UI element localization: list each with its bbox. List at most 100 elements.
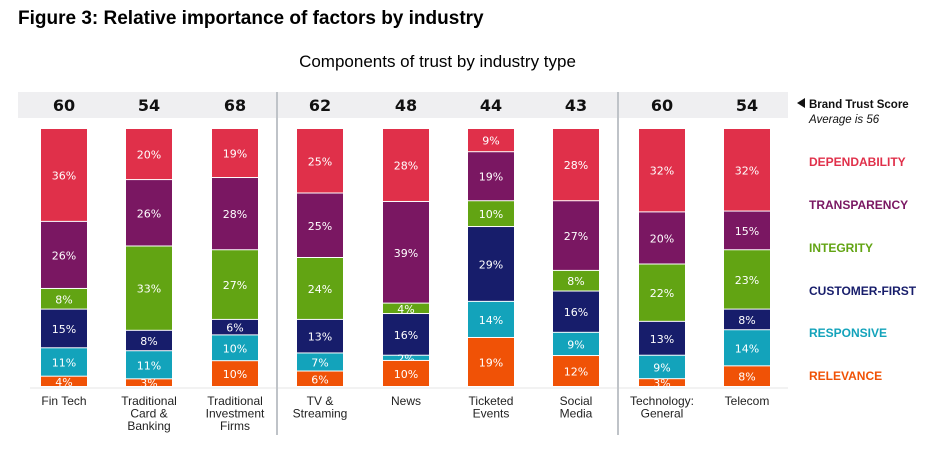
bar-segment: [383, 355, 429, 360]
data-label: 15%: [735, 225, 759, 238]
data-label: 10%: [479, 208, 503, 221]
bar-segment: [468, 152, 514, 201]
category-label: Investment: [206, 407, 265, 421]
bar-segment: [126, 351, 172, 379]
category-label: Events: [473, 407, 510, 421]
data-label: 19%: [479, 171, 503, 184]
bar-segment: [41, 348, 87, 376]
brand-trust-score: 60: [53, 96, 75, 115]
data-label: 27%: [223, 279, 247, 292]
data-label: 11%: [52, 356, 76, 369]
bar-segment: [639, 379, 685, 386]
data-label: 13%: [308, 331, 332, 344]
chart-title: Components of trust by industry type: [299, 52, 576, 71]
category-label: Technology:: [630, 394, 694, 408]
bar-segment: [468, 337, 514, 386]
data-label: 20%: [650, 232, 674, 245]
bar-segment: [724, 250, 770, 309]
bar-segment: [553, 129, 599, 201]
bar-segment: [41, 288, 87, 309]
data-label: 32%: [650, 165, 674, 178]
bar-segment: [383, 314, 429, 355]
bar-segment: [639, 321, 685, 355]
bar-segment: [383, 303, 429, 314]
bar-segment: [553, 201, 599, 270]
data-label: 4%: [55, 376, 72, 389]
figure-title: Figure 3: Relative importance of factors…: [18, 8, 484, 29]
category-label: Banking: [127, 419, 170, 433]
data-label: 28%: [394, 159, 418, 172]
bar-segment: [639, 264, 685, 321]
bar-segment: [383, 201, 429, 303]
bar-segment: [41, 221, 87, 288]
bar-segment: [41, 309, 87, 348]
brand-trust-score: 48: [395, 96, 417, 115]
bar-segment: [297, 353, 343, 371]
bar-segment: [553, 356, 599, 386]
category-label: Traditional: [121, 394, 177, 408]
bar-segment: [126, 246, 172, 330]
data-label: 8%: [567, 275, 584, 288]
bar-segment: [126, 129, 172, 180]
data-label: 3%: [140, 377, 157, 390]
data-label: 11%: [137, 359, 161, 372]
data-label: 29%: [479, 258, 503, 271]
legend-item: DEPENDABILITY: [809, 155, 906, 169]
data-label: 26%: [137, 207, 161, 220]
data-label: 25%: [308, 155, 332, 168]
bar-segment: [41, 129, 87, 221]
category-label: Media: [560, 407, 593, 421]
data-label: 13%: [650, 333, 674, 346]
data-label: 3%: [653, 377, 670, 390]
data-label: 28%: [223, 208, 247, 221]
bar-segment: [468, 129, 514, 152]
data-label: 7%: [311, 356, 328, 369]
category-label: Traditional: [207, 394, 263, 408]
bar-segment: [297, 371, 343, 386]
data-label: 12%: [564, 366, 588, 379]
bar-segment: [468, 201, 514, 227]
category-label: Telecom: [725, 394, 770, 408]
bar-segment: [212, 178, 258, 250]
data-label: 9%: [567, 338, 584, 351]
brand-trust-score: 54: [736, 96, 758, 115]
data-label: 10%: [223, 342, 247, 355]
category-label: TV &: [307, 394, 334, 408]
category-label: Card &: [130, 407, 167, 421]
data-label: 20%: [137, 149, 161, 162]
bar-segment: [724, 366, 770, 386]
bar-segment: [126, 379, 172, 386]
bar-segment: [41, 376, 87, 386]
bar-segment: [724, 211, 770, 250]
category-label: Firms: [220, 419, 250, 433]
data-label: 25%: [308, 220, 332, 233]
score-legend-note: Average is 56: [808, 114, 880, 126]
category-label: General: [641, 407, 684, 421]
bar-segment: [468, 227, 514, 301]
bar-segment: [724, 129, 770, 211]
data-label: 6%: [311, 373, 328, 386]
brand-trust-score: 44: [480, 96, 502, 115]
bar-segment: [212, 335, 258, 361]
data-label: 9%: [482, 135, 499, 148]
score-legend-label: Brand Trust Score: [809, 99, 909, 111]
data-label: 14%: [735, 342, 759, 355]
score-band: [18, 92, 788, 118]
bar-segment: [212, 361, 258, 386]
data-label: 33%: [137, 283, 161, 296]
category-label: Social: [560, 394, 593, 408]
triangle-left-icon: [797, 98, 805, 108]
bar-segment: [297, 319, 343, 353]
bar-segment: [553, 332, 599, 356]
data-label: 39%: [394, 247, 418, 260]
bar-segment: [724, 330, 770, 366]
bar-segment: [639, 129, 685, 212]
data-label: 10%: [394, 368, 418, 381]
data-label: 16%: [394, 329, 418, 342]
legend-item: RESPONSIVE: [809, 326, 887, 340]
data-label: 6%: [226, 322, 243, 335]
bar-segment: [297, 193, 343, 257]
bar-segment: [297, 129, 343, 193]
bar-segment: [639, 355, 685, 379]
bar-segment: [297, 258, 343, 319]
